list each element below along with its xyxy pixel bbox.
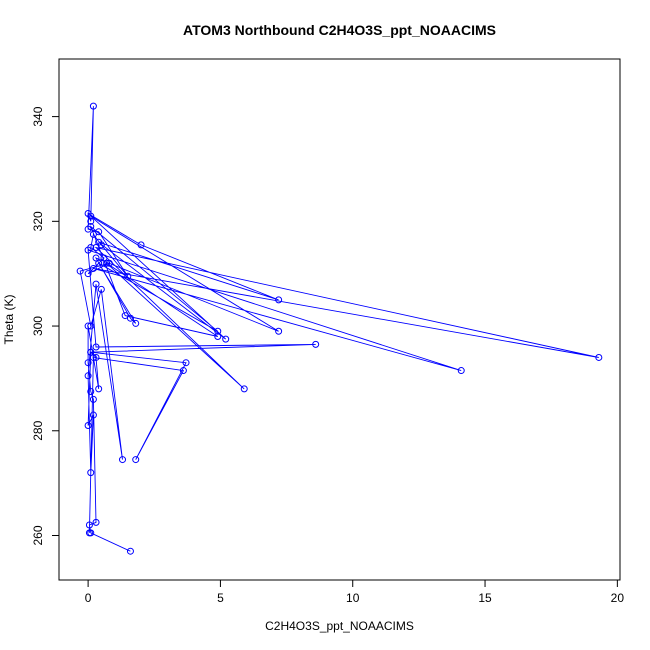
data-point: [89, 411, 97, 419]
data-point: [87, 322, 95, 330]
y-axis-label: Theta (K): [2, 294, 16, 344]
data-point: [89, 395, 97, 403]
data-point: [84, 322, 92, 330]
x-tick-label: 10: [346, 591, 360, 605]
data-point: [85, 521, 93, 529]
data-point: [214, 327, 222, 335]
y-tick-label: 320: [31, 211, 45, 231]
data-point: [89, 102, 97, 110]
data-point: [179, 367, 187, 375]
data-point: [95, 385, 103, 393]
data-point: [121, 312, 129, 320]
data-point: [92, 353, 100, 361]
data-point: [95, 228, 103, 236]
x-axis: 0 5 10 15 20: [85, 579, 625, 605]
data-point: [132, 456, 140, 464]
data-point: [240, 385, 248, 393]
data-point: [85, 529, 93, 537]
y-axis: 260 280 300 320 340: [31, 106, 60, 546]
x-tick-label: 0: [85, 591, 92, 605]
data-point: [84, 372, 92, 380]
x-axis-label: C2H4O3S_ppt_NOAACIMS: [265, 619, 414, 633]
y-tick-label: 300: [31, 316, 45, 336]
series-group: [76, 102, 603, 555]
x-tick-label: 15: [478, 591, 492, 605]
data-point: [89, 264, 97, 272]
chart-title: ATOM3 Northbound C2H4O3S_ppt_NOAACIMS: [183, 22, 496, 38]
y-tick-label: 280: [31, 420, 45, 440]
data-point: [214, 333, 222, 341]
y-tick-label: 340: [31, 106, 45, 126]
data-point: [92, 518, 100, 526]
x-tick-label: 20: [611, 591, 625, 605]
data-point: [312, 340, 320, 348]
data-point: [87, 212, 95, 220]
data-point: [95, 259, 103, 267]
data-point: [222, 335, 230, 343]
data-point: [84, 422, 92, 430]
data-point: [87, 217, 95, 225]
data-point: [275, 296, 283, 304]
data-point: [103, 259, 111, 267]
series-line: [79, 106, 599, 552]
data-point: [92, 280, 100, 288]
data-point: [132, 319, 140, 327]
data-point: [105, 259, 113, 267]
data-point: [84, 359, 92, 367]
x-tick-label: 5: [217, 591, 224, 605]
data-point: [182, 359, 190, 367]
data-point: [97, 285, 105, 293]
data-point: [137, 241, 145, 249]
data-point: [87, 469, 95, 477]
data-point: [124, 272, 132, 280]
data-point: [92, 343, 100, 351]
data-point: [92, 244, 100, 252]
data-point: [595, 353, 603, 361]
y-tick-label: 260: [31, 525, 45, 545]
data-point: [119, 456, 127, 464]
data-point: [87, 223, 95, 231]
data-point: [76, 267, 84, 275]
data-point: [275, 327, 283, 335]
data-point: [87, 387, 95, 395]
data-point: [84, 270, 92, 278]
data-point: [84, 246, 92, 254]
data-point: [457, 367, 465, 375]
data-point: [126, 547, 134, 555]
data-point: [89, 353, 97, 361]
